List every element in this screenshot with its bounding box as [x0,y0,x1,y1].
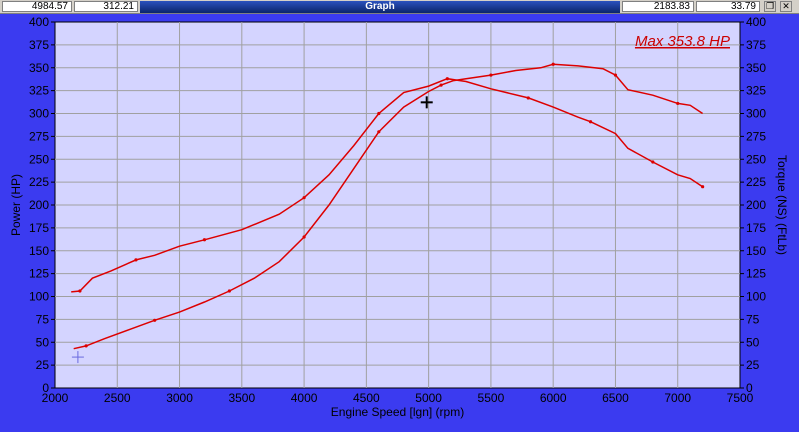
x-tick-label: 4000 [291,391,318,405]
data-point [701,185,705,189]
y-left-tick-label: 275 [29,129,49,143]
data-point [526,96,530,100]
y-left-tick-label: 50 [36,335,50,349]
x-tick-label: 2000 [42,391,69,405]
y-left-tick-label: 100 [29,290,49,304]
x-tick-label: 6000 [540,391,567,405]
cursor-y-readout: 312.21 [74,1,138,12]
data-point [676,101,680,106]
x-tick-label: 2500 [104,391,131,405]
y-right-tick-label: 350 [746,61,766,75]
data-point [227,289,231,293]
y-left-tick-label: 150 [29,244,49,258]
y-left-tick-label: 175 [29,221,49,235]
cursor-markers [71,96,433,364]
data-point [78,289,82,293]
y-left-tick-label: 200 [29,198,49,212]
data-point [377,130,381,134]
data-point [84,344,88,348]
x-tick-label: 3000 [166,391,193,405]
y-right-tick-label: 125 [746,267,766,281]
y-left-tick-label: 75 [36,312,50,326]
window-title: Graph [140,1,620,13]
data-point [153,318,157,322]
x-tick-label: 5500 [478,391,505,405]
x-axis-label: Engine Speed [lgn] (rpm) [331,405,464,419]
y-right-tick-label: 325 [746,84,766,98]
y-axis-left-label: Power (HP) [9,174,23,236]
x-tick-label: 7500 [727,391,754,405]
data-point [439,83,443,87]
second-cursor-y-readout: 33.79 [696,1,760,12]
y-left-tick-label: 350 [29,61,49,75]
y-right-tick-label: 225 [746,175,766,189]
y-left-tick-label: 375 [29,38,49,52]
data-point [651,160,655,164]
x-tick-label: 6500 [602,391,629,405]
grid-lines [55,22,740,388]
y-left-tick-label: 400 [29,15,49,29]
window-titlebar: 4984.57 312.21 Graph 2183.83 33.79 ❐ ✕ [0,0,799,14]
y-right-tick-label: 100 [746,290,766,304]
y-right-tick-label: 400 [746,15,766,29]
y-right-tick-label: 375 [746,38,766,52]
x-tick-label: 3500 [228,391,255,405]
y-right-tick-label: 50 [746,335,760,349]
y-right-tick-label: 250 [746,152,766,166]
x-tick-label: 4500 [353,391,380,405]
series-line-2 [71,77,704,293]
data-point [302,235,306,239]
restore-icon[interactable]: ❐ [764,1,776,12]
axis-ticks: 2000 2500 3000 3500 4000 4500 5000 5500 6000 6500… [29,15,766,405]
y-right-tick-label: 200 [746,198,766,212]
x-tick-label: 5000 [415,391,442,405]
data-point [445,77,449,81]
close-icon[interactable]: ✕ [780,1,792,12]
series-group [71,62,705,350]
y-right-tick-label: 275 [746,129,766,143]
y-right-tick-label: 75 [746,312,760,326]
y-left-tick-label: 250 [29,152,49,166]
y-left-tick-label: 325 [29,84,49,98]
x-tick-label: 7000 [664,391,691,405]
y-left-tick-label: 25 [36,358,50,372]
max-power-annotation: Max 353.8 HP [635,33,730,50]
data-point [202,238,207,242]
y-right-tick-label: 175 [746,221,766,235]
y-left-tick-label: 0 [42,381,49,395]
y-axis-right-label: Torque (NS) (FtLb) [775,155,789,255]
data-point [613,73,618,77]
cursor-x-readout: 4984.57 [2,1,72,12]
data-point [588,120,593,124]
data-point [551,62,555,66]
data-point [377,111,381,116]
data-point [302,196,306,200]
y-left-tick-label: 125 [29,267,49,281]
power-torque-chart: 2000 2500 3000 3500 4000 4500 5000 5500 6000 6500… [9,15,789,419]
second-cursor-x-readout: 2183.83 [622,1,694,12]
y-right-tick-label: 0 [746,381,753,395]
data-point [489,73,493,77]
y-right-tick-label: 150 [746,244,766,258]
y-right-tick-label: 25 [746,358,760,372]
y-left-tick-label: 225 [29,175,49,189]
y-left-tick-label: 300 [29,107,49,121]
data-point [134,258,138,262]
y-right-tick-label: 300 [746,107,766,121]
